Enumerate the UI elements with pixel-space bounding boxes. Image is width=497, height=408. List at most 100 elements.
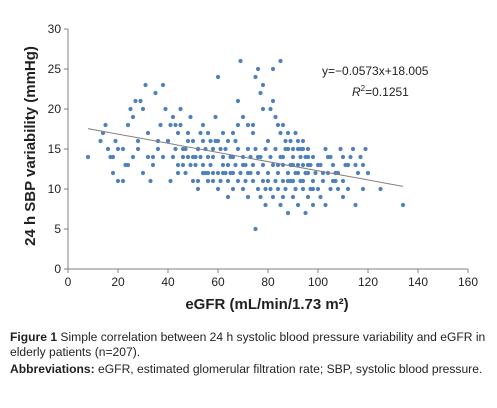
data-point — [250, 162, 256, 168]
data-point — [223, 146, 228, 152]
data-point — [143, 82, 148, 88]
data-point — [360, 162, 366, 168]
data-point — [140, 106, 146, 112]
data-point — [168, 178, 173, 184]
data-point — [195, 178, 201, 184]
data-point — [175, 170, 181, 176]
data-point — [313, 170, 318, 176]
x-tick-label: 60 — [211, 275, 225, 289]
data-point — [300, 138, 306, 144]
data-point — [205, 154, 211, 160]
data-point — [275, 170, 281, 176]
data-point — [310, 202, 316, 208]
data-point — [315, 186, 321, 192]
data-point — [283, 186, 288, 192]
data-point — [218, 146, 223, 152]
data-point — [338, 146, 343, 152]
data-point — [175, 162, 181, 168]
data-point — [303, 210, 308, 216]
data-point — [330, 162, 336, 168]
data-point — [200, 170, 206, 176]
data-point — [208, 162, 213, 168]
data-point — [253, 226, 258, 232]
data-point — [300, 146, 306, 152]
data-point — [400, 202, 406, 208]
data-point — [225, 162, 231, 168]
x-tick-label: 20 — [111, 275, 125, 289]
data-point — [128, 106, 133, 112]
data-point — [295, 202, 301, 208]
r-squared-value: =0.1251 — [365, 85, 409, 99]
data-point — [200, 138, 206, 144]
data-point — [113, 138, 118, 144]
trend-line — [87, 128, 404, 187]
data-point — [230, 186, 236, 192]
data-point — [220, 170, 226, 176]
data-point — [260, 178, 266, 184]
data-point — [293, 130, 298, 136]
x-axis-label: eGFR (mL/min/1.73 m²) — [185, 296, 348, 313]
data-point — [278, 202, 283, 208]
data-point — [343, 162, 348, 168]
data-point — [225, 138, 231, 144]
data-point — [215, 170, 221, 176]
data-point — [345, 186, 351, 192]
x-tick-label: 80 — [261, 275, 275, 289]
y-tick-label: 30 — [48, 22, 62, 36]
data-point — [175, 130, 181, 136]
data-point — [138, 98, 143, 104]
data-point — [235, 98, 241, 104]
data-point — [213, 114, 218, 120]
data-point — [135, 146, 141, 152]
data-point — [120, 146, 126, 152]
data-point — [270, 98, 276, 104]
x-tick-label: 40 — [161, 275, 175, 289]
data-point — [125, 122, 131, 128]
data-point — [220, 130, 226, 136]
data-point — [110, 154, 116, 160]
data-point — [330, 178, 336, 184]
r-squared-label: R2=0.1251 — [352, 84, 409, 99]
data-point — [265, 138, 271, 144]
data-point — [293, 186, 298, 192]
regression-equation: y=−0.0573x+18.005 — [322, 64, 429, 78]
data-point — [295, 170, 301, 176]
data-point — [250, 178, 256, 184]
data-point — [298, 154, 303, 160]
data-point — [210, 170, 216, 176]
data-point — [273, 114, 278, 120]
data-points — [85, 58, 406, 232]
data-point — [255, 66, 261, 72]
data-point — [98, 138, 103, 144]
data-point — [278, 130, 283, 136]
data-point — [188, 114, 193, 120]
data-point — [285, 170, 291, 176]
caption-figure-line: Figure 1 Simple correlation between 24 h… — [10, 330, 490, 360]
data-point — [340, 178, 346, 184]
figure-text: Simple correlation between 24 h systolic… — [10, 330, 486, 359]
data-point — [190, 154, 196, 160]
data-point — [235, 146, 241, 152]
data-point — [275, 186, 281, 192]
data-point — [210, 146, 216, 152]
data-point — [180, 154, 186, 160]
data-point — [188, 162, 193, 168]
data-point — [215, 74, 221, 80]
data-point — [285, 146, 291, 152]
data-point — [170, 114, 176, 120]
data-point — [165, 138, 171, 144]
data-point — [285, 210, 291, 216]
data-point — [280, 154, 286, 160]
data-point — [225, 194, 231, 200]
data-point — [283, 138, 288, 144]
data-point — [363, 146, 368, 152]
data-point — [353, 162, 358, 168]
data-point — [145, 154, 151, 160]
data-point — [288, 138, 293, 144]
data-point — [160, 154, 166, 160]
data-point — [290, 194, 296, 200]
data-point — [340, 154, 346, 160]
data-point — [305, 146, 311, 152]
data-point — [260, 106, 266, 112]
data-point — [303, 154, 308, 160]
